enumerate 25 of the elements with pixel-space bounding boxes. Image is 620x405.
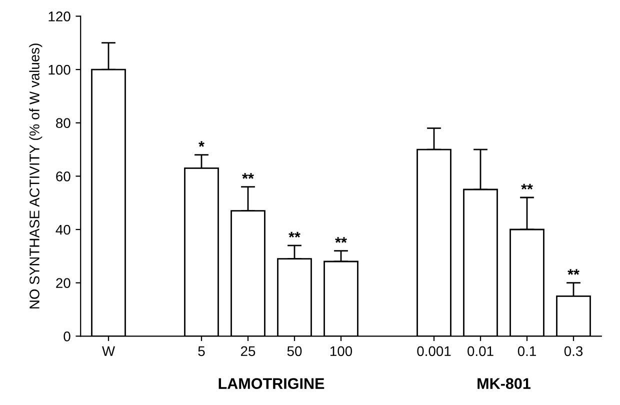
annotation: ** [288, 232, 300, 238]
annotation: ** [335, 237, 347, 243]
annotation: ** [521, 184, 533, 190]
y-tick-label: 80 [56, 118, 70, 128]
annotation: ** [242, 173, 254, 179]
y-tick-label: 60 [56, 172, 70, 182]
y-tick-label: 20 [56, 278, 70, 288]
y-tick-label: 100 [48, 64, 70, 75]
annotation: * [198, 141, 204, 147]
x-tick-label: 0.01 [468, 346, 494, 356]
x-tick-label: 50 [287, 346, 302, 356]
annotation: ** [568, 269, 580, 275]
text: MK-801 [478, 378, 530, 389]
y-tick-label: 0 [64, 331, 70, 342]
x-tick-label: 0.1 [518, 346, 536, 356]
y-tick-label: 120 [48, 12, 70, 22]
x-tick-label: 0.3 [564, 346, 583, 356]
x-tick-label: 5 [198, 346, 205, 356]
x-tick-label: 25 [240, 346, 256, 356]
y-tick-label: 40 [56, 224, 70, 235]
x-tick-label: 100 [330, 346, 352, 356]
x-tick-label: 0.001 [417, 346, 451, 356]
x-tick-label: W [102, 346, 116, 356]
text: LAMOTRIGINE [218, 378, 324, 389]
y-axis-title: NO SYNTHASE ACTIVITY (% of W values) [29, 44, 42, 308]
